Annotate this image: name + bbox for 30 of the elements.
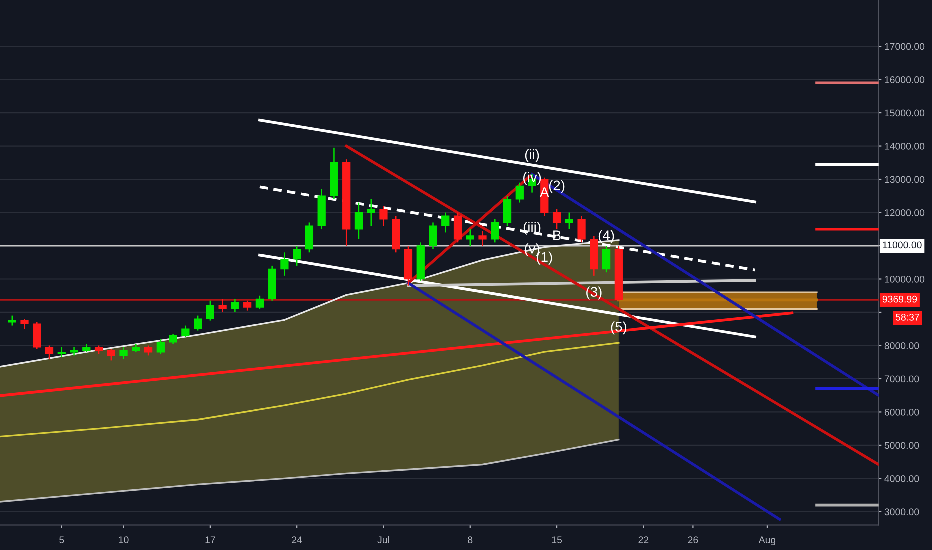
y-tick-label: 14000.00 xyxy=(885,143,925,150)
ref-line-label: 11000.00 xyxy=(883,242,922,249)
annotation: (4) xyxy=(598,230,614,244)
y-tick-label: 17000.00 xyxy=(885,43,925,50)
y-tick-label: 13000.00 xyxy=(885,176,925,184)
x-tick-label: Jul xyxy=(378,536,390,544)
y-tick-label: 6000.00 xyxy=(884,408,920,416)
x-tick-label: 26 xyxy=(688,536,698,544)
y-tick-label: 15000.00 xyxy=(885,110,925,117)
annotation: (iv) xyxy=(524,172,542,186)
y-tick-label: 12000.00 xyxy=(885,209,925,216)
ref-line-label: 9369.99 xyxy=(882,296,918,303)
x-tick-label: 24 xyxy=(292,536,302,544)
y-tick-label: 4000.00 xyxy=(884,475,920,482)
x-tick-label: 17 xyxy=(206,536,216,544)
y-tick-label: 8000.00 xyxy=(884,342,920,350)
x-tick-label: 22 xyxy=(638,536,649,544)
y-tick-label: 16000.00 xyxy=(885,76,925,84)
x-tick-label: Aug xyxy=(758,536,776,546)
x-tick-label: 5 xyxy=(60,536,64,544)
y-tick-label: 3000.00 xyxy=(884,508,920,516)
x-tick-label: 10 xyxy=(119,536,129,544)
annotation: (ii) xyxy=(525,149,540,162)
x-tick-label: 8 xyxy=(468,536,473,544)
y-tick-label: 7000.00 xyxy=(884,376,920,383)
y-tick-label: 5000.00 xyxy=(884,442,920,450)
text: 58:37 xyxy=(896,314,920,321)
x-tick-label: 15 xyxy=(552,536,562,544)
annotation: (1) xyxy=(537,252,552,265)
y-tick-label: 10000.00 xyxy=(885,276,925,283)
